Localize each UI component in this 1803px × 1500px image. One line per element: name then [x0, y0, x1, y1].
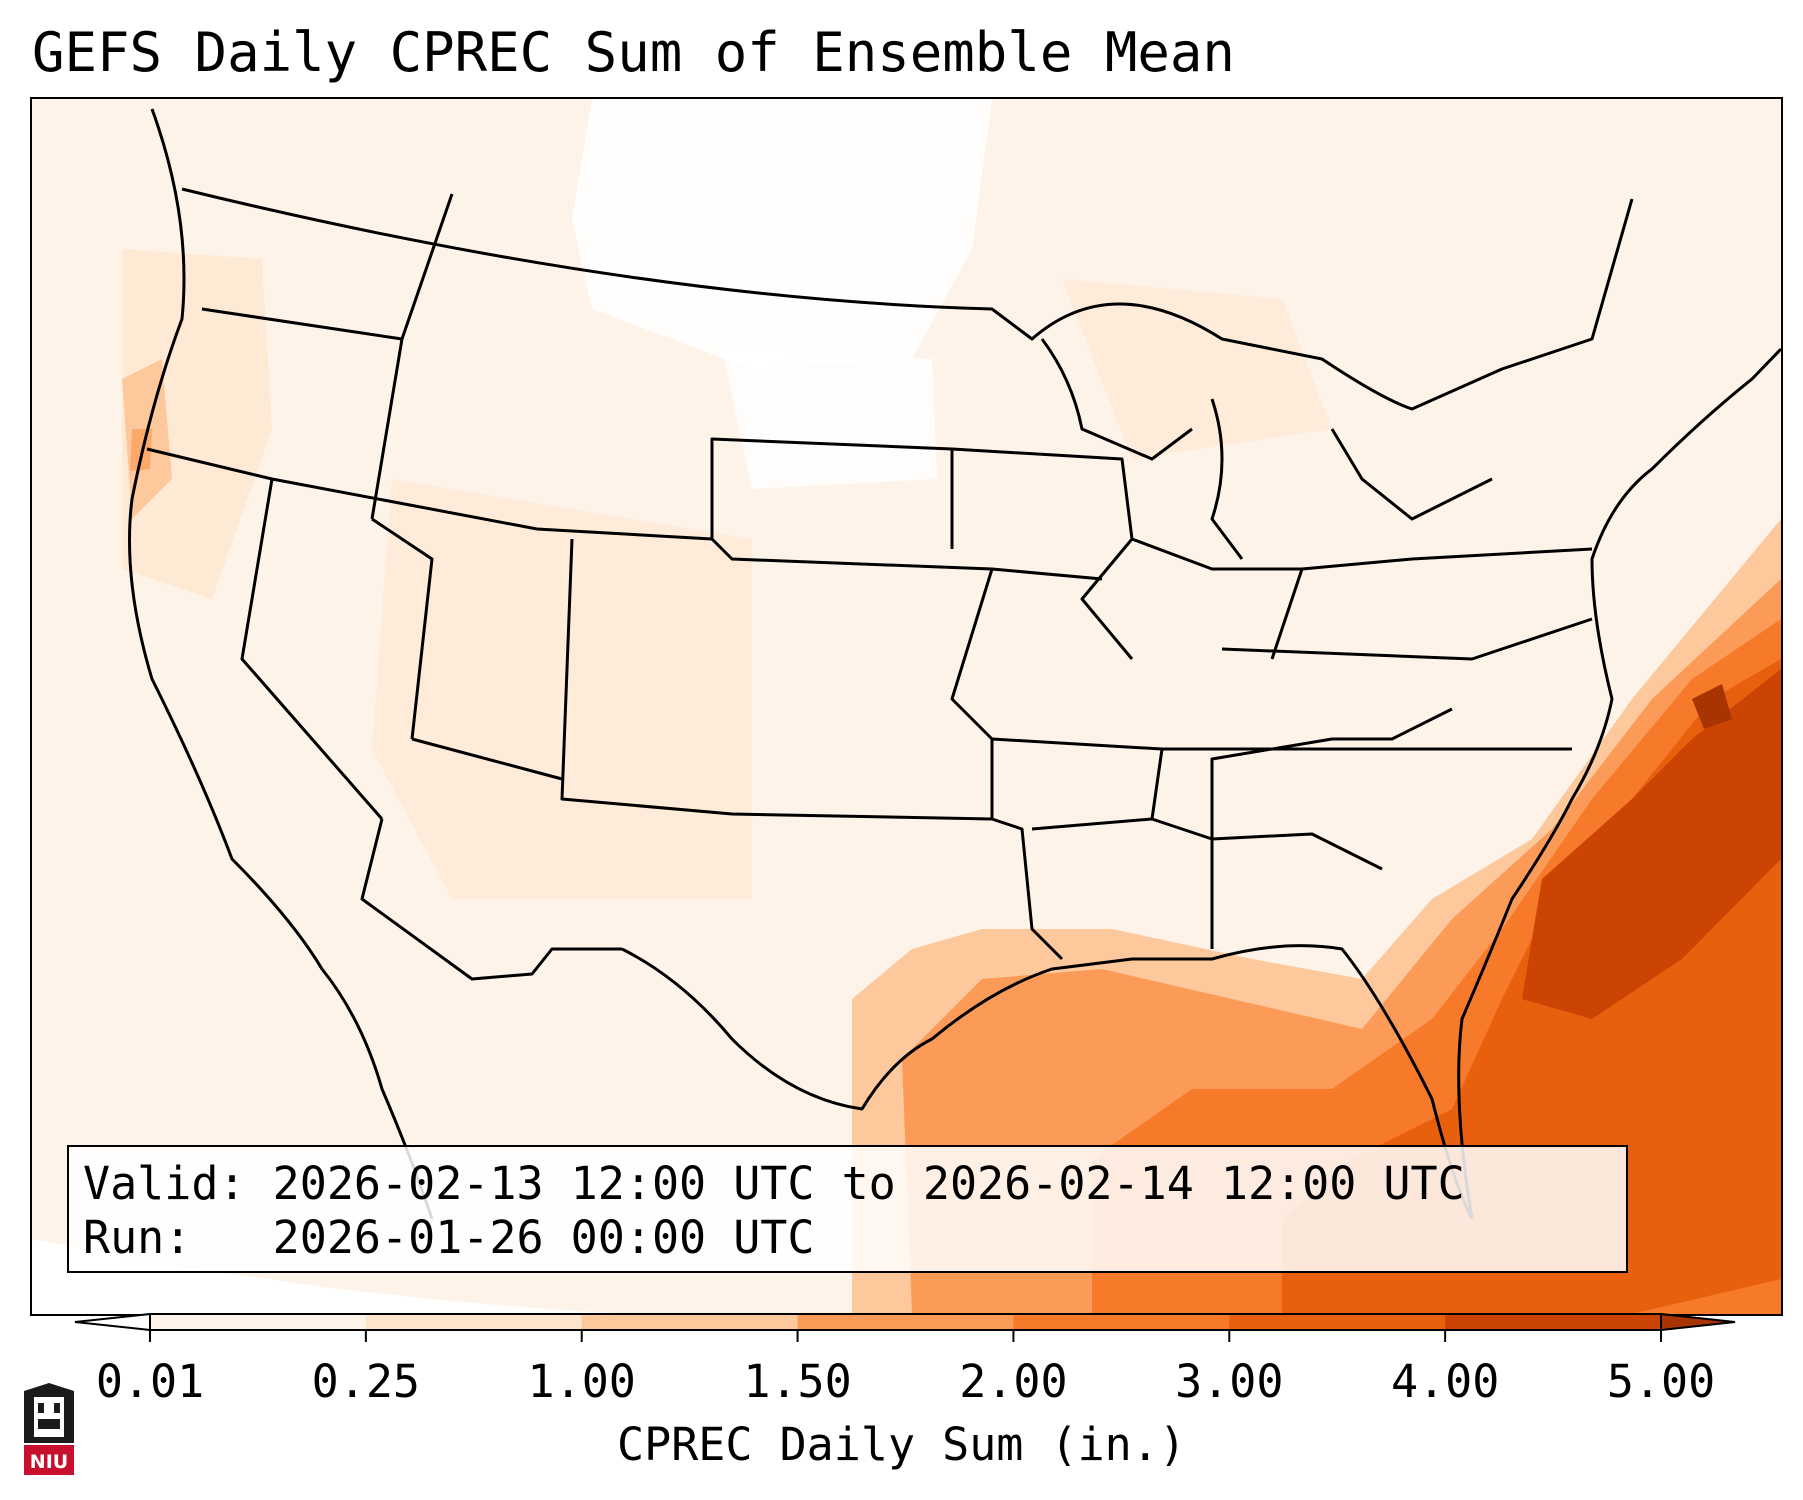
colorbar-tick-label: 1.00: [527, 1355, 636, 1408]
colorbar-over-arrow: [1660, 1312, 1736, 1332]
niu-logo: NIU: [24, 1383, 74, 1475]
light-precip-southwest: [372, 479, 752, 899]
colorbar-segment: [150, 1314, 367, 1330]
colorbar-segments: [150, 1314, 1662, 1330]
pacific-coastline: [128, 108, 434, 1220]
logo-text: NIU: [30, 1451, 68, 1473]
map-title: GEFS Daily CPREC Sum of Ensemble Mean: [32, 21, 1235, 84]
boundaries: [128, 108, 1781, 1220]
light-precip-great-lakes: [1062, 279, 1332, 459]
colorbar-ticks: [149, 1330, 1662, 1342]
great-lakes-outline: [1040, 338, 1493, 560]
domain-edge-left: [32, 1239, 632, 1314]
mountain-state-lines: [360, 537, 994, 981]
precip-atlantic-core: [1522, 669, 1781, 1019]
colorbar-tick-label: 5.00: [1606, 1355, 1716, 1408]
light-precip-pacific-nw: [122, 249, 272, 599]
colorbar-tick-label: 0.25: [311, 1355, 421, 1408]
colorbar-tick-label: 1.50: [743, 1355, 852, 1408]
colorbar-under-arrow: [74, 1312, 151, 1332]
colorbar-segment: [1445, 1314, 1662, 1330]
colorbar-segment: [797, 1314, 1014, 1330]
colorbar-segment: [1229, 1314, 1446, 1330]
map-canvas: [32, 99, 1781, 1314]
precipitation-map: [30, 97, 1783, 1316]
colorbar-segment: [581, 1314, 799, 1330]
colorbar-tick-label: 4.00: [1390, 1355, 1500, 1408]
gulf-coastline: [621, 944, 1474, 1220]
info-box: Valid: 2026-02-13 12:00 UTC to 2026-02-1…: [67, 1145, 1628, 1273]
colorbar-tick-label: 2.00: [959, 1355, 1068, 1408]
eastern-state-lines: [1131, 537, 1593, 871]
atlantic-coastline: [1457, 347, 1781, 1220]
dry-area-dakotas: [722, 349, 937, 489]
colorbar-segment: [365, 1314, 583, 1330]
valid-time-line: Valid: 2026-02-13 12:00 UTC to 2026-02-1…: [83, 1157, 1465, 1210]
colorbar: [74, 1312, 1736, 1342]
us-canada-border: [181, 187, 1634, 411]
colorbar-segment: [1013, 1314, 1230, 1330]
colorbar-tick-label: 3.00: [1175, 1355, 1284, 1408]
colorbar-tick-label: 0.01: [95, 1355, 205, 1408]
precip-max-cell: [1692, 684, 1732, 729]
colorbar-outline: [149, 1313, 1662, 1331]
run-time-line: Run: 2026-01-26 00:00 UTC: [83, 1211, 815, 1264]
logo-red-band: [24, 1445, 74, 1475]
dry-area-north-plains: [572, 99, 992, 369]
western-state-lines: [146, 193, 954, 820]
colorbar-label: CPREC Daily Sum (in.): [617, 1418, 1186, 1471]
